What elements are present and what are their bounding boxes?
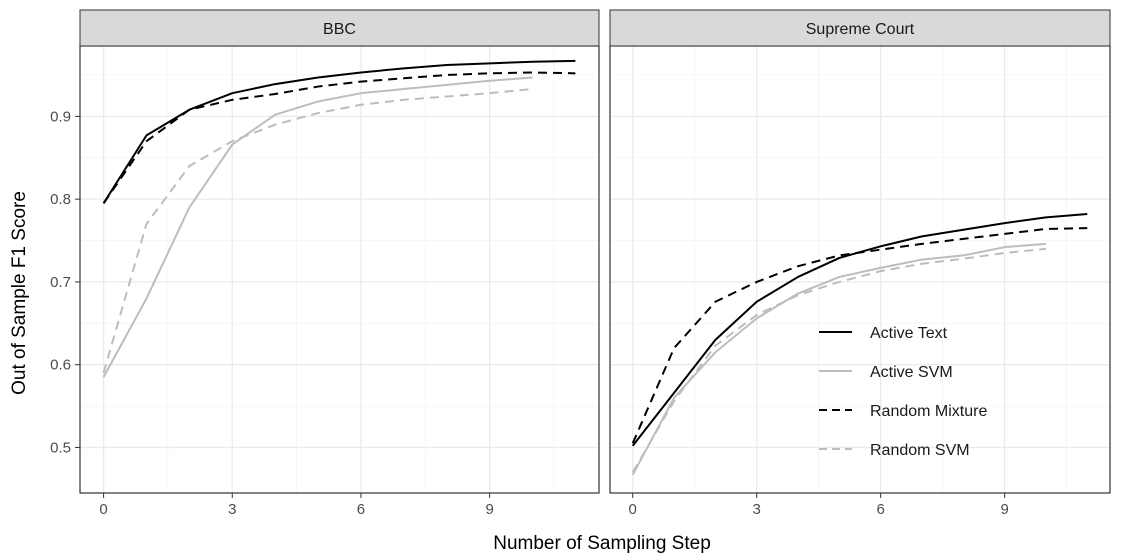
x-tick-label: 6 bbox=[357, 501, 365, 518]
y-axis-title: Out of Sample F1 Score bbox=[9, 191, 30, 395]
x-axis-bbc: 0 3 6 9 bbox=[99, 493, 494, 518]
series-line-active-svm bbox=[102, 76, 533, 378]
x-axes: 0 3 6 9 0 3 6 9 bbox=[99, 493, 1009, 518]
facet-strip bbox=[79, 9, 600, 47]
legend-label: Random Mixture bbox=[870, 403, 987, 420]
y-tick-label: 0.7 bbox=[50, 274, 71, 291]
x-tick-label: 6 bbox=[876, 501, 884, 518]
x-tick-label: 9 bbox=[485, 501, 493, 518]
y-tick-label: 0.8 bbox=[50, 191, 71, 208]
legend: Active Text Active SVM Random Mixture Rando… bbox=[819, 325, 987, 459]
x-tick-label: 0 bbox=[99, 501, 107, 518]
x-tick-label: 0 bbox=[629, 501, 637, 518]
y-axis: 0.5 0.6 0.7 0.8 0.9 bbox=[50, 108, 80, 456]
facet-strip bbox=[609, 9, 1111, 47]
x-tick-label: 9 bbox=[1000, 501, 1008, 518]
legend-label: Active Text bbox=[870, 325, 948, 342]
series-line-random-svm bbox=[102, 88, 533, 374]
panel-background bbox=[80, 46, 599, 493]
legend-label: Random SVM bbox=[870, 442, 970, 459]
legend-item-random-mixture: Random Mixture bbox=[819, 403, 987, 420]
legend-item-active-text: Active Text bbox=[819, 325, 948, 342]
y-tick-label: 0.6 bbox=[50, 357, 71, 374]
chart-panels: BBC Supreme Court bbox=[79, 9, 1111, 494]
panel-bbc: BBC bbox=[79, 9, 600, 494]
panel-supreme-court: Supreme Court bbox=[609, 9, 1111, 494]
series-line-random-svm bbox=[631, 247, 1047, 473]
x-axis-supreme-court: 0 3 6 9 bbox=[629, 493, 1009, 518]
facet-title: Supreme Court bbox=[806, 21, 915, 38]
legend-item-active-svm: Active SVM bbox=[819, 364, 953, 381]
legend-label: Active SVM bbox=[870, 364, 953, 381]
series-line-random-mixture bbox=[631, 227, 1088, 444]
series-line-active-svm bbox=[631, 242, 1047, 476]
y-tick-label: 0.9 bbox=[50, 108, 71, 125]
x-axis-title: Number of Sampling Step bbox=[493, 533, 711, 554]
y-tick-label: 0.5 bbox=[50, 439, 71, 456]
x-tick-label: 3 bbox=[753, 501, 761, 518]
panel-background bbox=[610, 46, 1110, 493]
x-tick-label: 3 bbox=[228, 501, 236, 518]
legend-item-random-svm: Random SVM bbox=[819, 442, 970, 459]
series-line-random-mixture bbox=[102, 71, 576, 204]
facet-title: BBC bbox=[323, 21, 356, 38]
